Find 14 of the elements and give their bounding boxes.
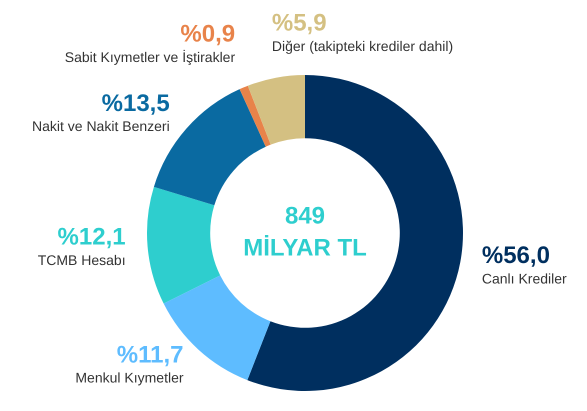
data-label: %11,7 — [116, 341, 184, 368]
data-label: %0,9 — [180, 20, 236, 48]
data-label: %5,9 — [272, 10, 327, 37]
slice-label: Sabit Kıymetler ve İştirakler — [64, 48, 236, 65]
slice-label: Menkul Kıymetler — [75, 370, 184, 386]
data-label: %12,1 — [58, 224, 126, 251]
slice-label: Canlı Krediler — [482, 270, 568, 286]
slice-label: Diğer (takipteki krediler dahil) — [272, 38, 454, 54]
slice-label: Nakit ve Nakit Benzeri — [32, 118, 170, 134]
slice-label: TCMB Hesabı — [38, 252, 126, 268]
data-label: %56,0 — [482, 242, 550, 270]
data-label: %13,5 — [102, 90, 170, 117]
text: 849 — [284, 202, 326, 230]
text: MİLYAR TL — [243, 234, 367, 262]
